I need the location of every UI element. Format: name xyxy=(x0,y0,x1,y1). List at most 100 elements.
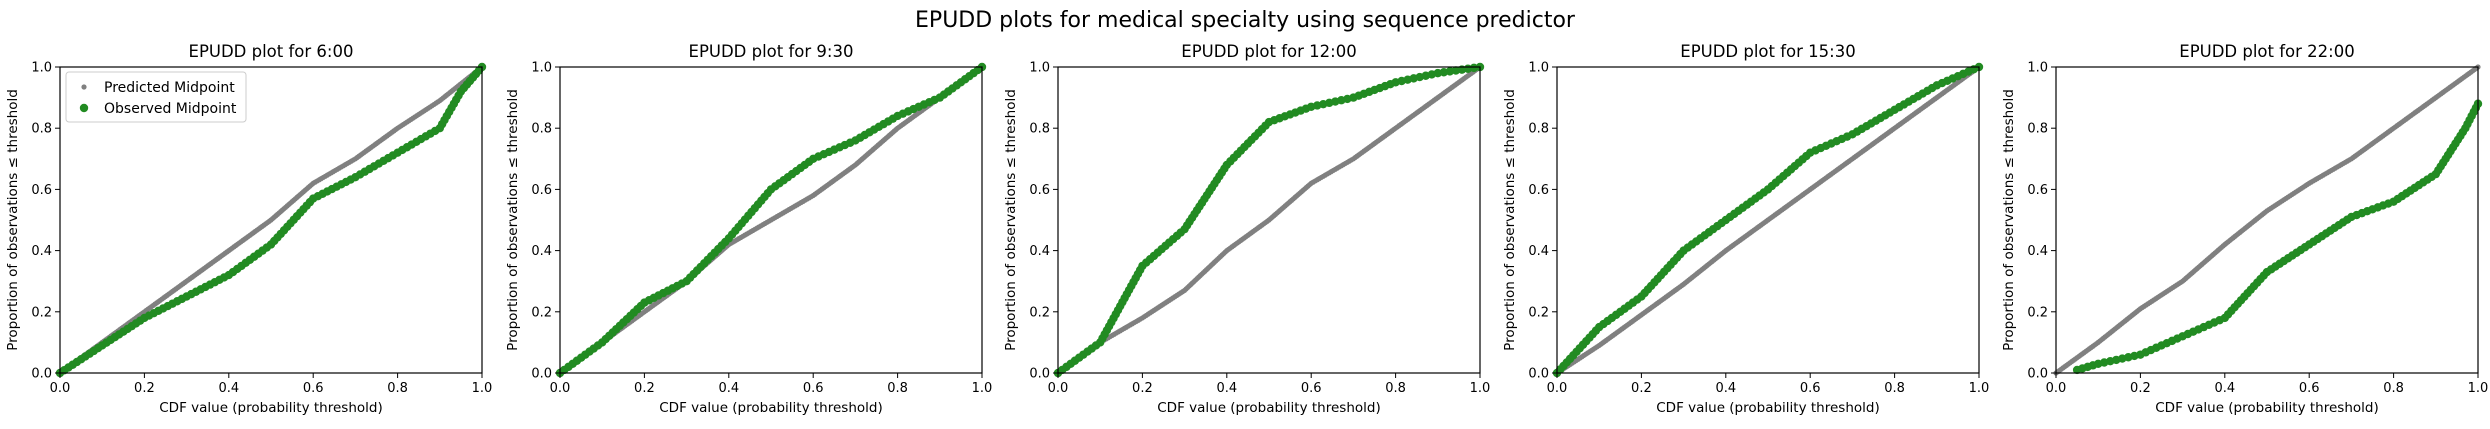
y-tick-label: 0.8 xyxy=(1029,122,1050,137)
x-tick-label: 0.2 xyxy=(634,381,655,396)
y-tick-label: 0.0 xyxy=(31,367,52,382)
x-tick-label: 0.6 xyxy=(303,381,324,396)
x-tick-label: 0.6 xyxy=(803,381,824,396)
x-tick-label: 1.0 xyxy=(1969,381,1990,396)
y-tick-label: 0.4 xyxy=(1029,244,1050,259)
axes-frame xyxy=(59,66,483,374)
y-axis-label: Proportion of observations ≤ threshold xyxy=(1502,89,1518,351)
x-tick-label: 0.2 xyxy=(1132,381,1153,396)
panel-title: EPUDD plot for 22:00 xyxy=(2179,42,2354,61)
y-tick-label: 1.0 xyxy=(2027,61,2048,76)
x-tick-label: 0.0 xyxy=(50,381,71,396)
y-tick-label: 1.0 xyxy=(1528,61,1549,76)
panel-3: EPUDD plot for 12:00 0.0 0.2 0.4 0.6 0.8 1.0 0.… xyxy=(1003,42,1490,416)
y-tick-label: 0.0 xyxy=(1528,367,1549,382)
series-predicted xyxy=(1055,64,1483,376)
x-tick-label: 0.0 xyxy=(550,381,571,396)
axes-frame xyxy=(1057,66,1481,374)
x-tick-label: 0.8 xyxy=(2383,381,2404,396)
y-tick-label: 0.0 xyxy=(2027,367,2048,382)
axes-frame xyxy=(559,66,983,374)
y-tick-label: 0.2 xyxy=(1528,305,1549,320)
panel-title: EPUDD plot for 15:30 xyxy=(1680,42,1855,61)
x-tick-label: 0.4 xyxy=(1216,381,1237,396)
x-tick-label: 0.8 xyxy=(1884,381,1905,396)
legend-label: Predicted Midpoint xyxy=(104,80,235,96)
panel-1: EPUDD plot for 6:00 0.0 0.2 0.4 0.6 0.8 1.0 0.0… xyxy=(5,42,492,416)
series-observed xyxy=(1552,62,1984,378)
y-axis-label: Proportion of observations ≤ threshold xyxy=(1003,89,1019,351)
series-observed xyxy=(555,62,987,378)
panel-5: EPUDD plot for 22:00 0.0 0.2 0.4 0.6 0.8 1.0 0.… xyxy=(2001,42,2488,416)
x-tick-label: 0.8 xyxy=(887,381,908,396)
legend-box xyxy=(65,71,247,123)
series-observed xyxy=(1053,62,1485,378)
legend-marker-predicted xyxy=(81,84,87,90)
axes-frame xyxy=(2055,66,2479,374)
series-observed xyxy=(2072,99,2483,375)
y-tick-label: 0.4 xyxy=(31,244,52,259)
y-tick-label: 0.6 xyxy=(1029,183,1050,198)
x-axis-label: CDF value (probability threshold) xyxy=(1656,400,1879,416)
x-axis-label: CDF value (probability threshold) xyxy=(1157,400,1380,416)
panel-title: EPUDD plot for 6:00 xyxy=(189,42,354,61)
y-tick-label: 0.0 xyxy=(531,367,552,382)
x-tick-label: 0.0 xyxy=(1547,381,1568,396)
x-tick-label: 0.6 xyxy=(2299,381,2320,396)
x-tick-label: 1.0 xyxy=(1470,381,1491,396)
y-axis-label: Proportion of observations ≤ threshold xyxy=(5,89,21,351)
x-tick-label: 0.2 xyxy=(134,381,155,396)
legend-marker-observed xyxy=(79,103,89,113)
x-tick-label: 0.8 xyxy=(387,381,408,396)
x-tick-label: 1.0 xyxy=(472,381,493,396)
legend: Predicted Midpoint Observed Midpoint xyxy=(65,71,247,123)
y-tick-label: 0.4 xyxy=(531,244,552,259)
y-tick-label: 0.6 xyxy=(2027,183,2048,198)
x-tick-label: 0.0 xyxy=(2046,381,2067,396)
y-tick-label: 0.0 xyxy=(1029,367,1050,382)
x-tick-label: 0.4 xyxy=(1715,381,1736,396)
x-tick-label: 1.0 xyxy=(972,381,993,396)
x-tick-label: 0.4 xyxy=(218,381,239,396)
y-tick-label: 0.8 xyxy=(1528,122,1549,137)
x-tick-label: 1.0 xyxy=(2468,381,2489,396)
x-axis-label: CDF value (probability threshold) xyxy=(659,400,882,416)
y-axis-label: Proportion of observations ≤ threshold xyxy=(2001,89,2017,351)
series-observed xyxy=(55,62,487,378)
x-tick-label: 0.0 xyxy=(1048,381,1069,396)
y-tick-label: 0.6 xyxy=(1528,183,1549,198)
y-tick-label: 1.0 xyxy=(31,61,52,76)
y-tick-label: 0.2 xyxy=(31,305,52,320)
x-tick-label: 0.6 xyxy=(1301,381,1322,396)
y-tick-label: 0.2 xyxy=(1029,305,1050,320)
legend-label: Observed Midpoint xyxy=(104,101,237,117)
y-tick-label: 0.6 xyxy=(31,183,52,198)
x-axis-label: CDF value (probability threshold) xyxy=(2155,400,2378,416)
x-axis-label: CDF value (probability threshold) xyxy=(159,400,382,416)
x-tick-label: 0.2 xyxy=(2130,381,2151,396)
y-tick-label: 0.6 xyxy=(531,183,552,198)
x-tick-label: 0.2 xyxy=(1631,381,1652,396)
series-predicted xyxy=(1554,64,1982,376)
y-tick-label: 0.4 xyxy=(2027,244,2048,259)
x-tick-label: 0.4 xyxy=(2214,381,2235,396)
y-tick-label: 1.0 xyxy=(531,61,552,76)
y-axis-label: Proportion of observations ≤ threshold xyxy=(505,89,521,351)
figure-suptitle: EPUDD plots for medical specialty using … xyxy=(915,8,1576,33)
panel-title: EPUDD plot for 12:00 xyxy=(1181,42,1356,61)
y-tick-label: 0.8 xyxy=(531,122,552,137)
x-tick-label: 0.6 xyxy=(1800,381,1821,396)
y-tick-label: 0.2 xyxy=(531,305,552,320)
axes-frame xyxy=(1556,66,1980,374)
panel-2: EPUDD plot for 9:30 0.0 0.2 0.4 0.6 0.8 1.0 0.0… xyxy=(505,42,992,416)
y-tick-label: 0.8 xyxy=(2027,122,2048,137)
y-tick-label: 0.8 xyxy=(31,122,52,137)
panel-title: EPUDD plot for 9:30 xyxy=(689,42,854,61)
y-tick-label: 0.4 xyxy=(1528,244,1549,259)
series-predicted xyxy=(2053,64,2481,376)
x-tick-label: 0.4 xyxy=(718,381,739,396)
y-tick-label: 1.0 xyxy=(1029,61,1050,76)
panel-4: EPUDD plot for 15:30 0.0 0.2 0.4 0.6 0.8 1.0 0.… xyxy=(1502,42,1989,416)
x-tick-label: 0.8 xyxy=(1385,381,1406,396)
